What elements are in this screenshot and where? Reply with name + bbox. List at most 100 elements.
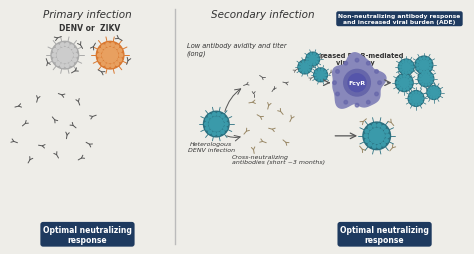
Circle shape	[403, 89, 405, 91]
Text: Primary infection: Primary infection	[43, 10, 132, 20]
Circle shape	[426, 59, 428, 61]
Circle shape	[300, 70, 301, 72]
Circle shape	[344, 101, 347, 105]
Circle shape	[429, 68, 431, 70]
Circle shape	[417, 68, 419, 70]
Circle shape	[364, 135, 368, 138]
Circle shape	[111, 65, 114, 68]
Circle shape	[318, 80, 320, 82]
Circle shape	[344, 70, 370, 97]
Circle shape	[299, 67, 301, 69]
Circle shape	[118, 50, 122, 53]
Circle shape	[410, 70, 412, 72]
Circle shape	[313, 64, 315, 66]
Circle shape	[300, 64, 301, 66]
Circle shape	[409, 79, 411, 81]
Text: Secondary infection: Secondary infection	[210, 10, 314, 20]
Circle shape	[217, 133, 220, 136]
Circle shape	[315, 78, 317, 80]
Circle shape	[400, 70, 402, 72]
Circle shape	[418, 72, 434, 87]
Circle shape	[333, 82, 336, 85]
Circle shape	[115, 62, 118, 66]
Circle shape	[395, 75, 413, 92]
Circle shape	[415, 57, 433, 75]
Circle shape	[221, 131, 224, 134]
Circle shape	[209, 118, 223, 132]
Circle shape	[412, 93, 414, 95]
Circle shape	[430, 82, 432, 84]
Circle shape	[363, 123, 391, 150]
Circle shape	[430, 75, 432, 77]
Circle shape	[425, 72, 427, 74]
Circle shape	[369, 129, 384, 144]
Circle shape	[433, 98, 435, 99]
Circle shape	[307, 59, 308, 61]
Circle shape	[224, 127, 227, 131]
Circle shape	[314, 69, 328, 82]
Circle shape	[61, 65, 64, 68]
Circle shape	[397, 86, 400, 88]
Circle shape	[430, 97, 432, 99]
Circle shape	[54, 50, 57, 53]
Circle shape	[410, 82, 412, 85]
Circle shape	[417, 61, 419, 64]
Circle shape	[438, 92, 440, 94]
Circle shape	[325, 75, 327, 76]
Circle shape	[336, 70, 339, 74]
Circle shape	[99, 50, 102, 53]
Circle shape	[419, 75, 422, 77]
Circle shape	[324, 71, 326, 73]
Text: Low antibody avidity and titer
(long): Low antibody avidity and titer (long)	[187, 43, 286, 57]
Circle shape	[212, 133, 216, 136]
Circle shape	[308, 70, 310, 72]
Circle shape	[427, 86, 441, 100]
Circle shape	[423, 71, 425, 74]
Circle shape	[99, 59, 102, 62]
Text: Heterologous
DENV infection: Heterologous DENV infection	[188, 141, 235, 152]
Circle shape	[428, 95, 430, 97]
Circle shape	[405, 60, 407, 62]
Circle shape	[70, 62, 73, 66]
Circle shape	[65, 44, 69, 47]
Circle shape	[321, 70, 323, 71]
Circle shape	[61, 44, 64, 47]
Circle shape	[428, 92, 429, 94]
Circle shape	[310, 64, 312, 66]
Circle shape	[430, 88, 432, 89]
Circle shape	[428, 90, 430, 91]
Circle shape	[317, 59, 319, 61]
Circle shape	[409, 86, 411, 88]
Circle shape	[419, 59, 422, 61]
Circle shape	[310, 54, 312, 56]
Circle shape	[398, 60, 414, 75]
Circle shape	[365, 139, 369, 143]
Circle shape	[412, 95, 420, 103]
Circle shape	[51, 42, 79, 70]
Circle shape	[310, 67, 311, 69]
Circle shape	[203, 112, 229, 137]
Circle shape	[405, 73, 407, 75]
Circle shape	[418, 93, 420, 95]
Circle shape	[101, 46, 105, 49]
Circle shape	[436, 97, 438, 99]
Circle shape	[70, 46, 73, 49]
Text: FcγR: FcγR	[348, 81, 365, 86]
Circle shape	[301, 64, 309, 71]
Circle shape	[384, 139, 388, 143]
Circle shape	[56, 46, 60, 49]
Circle shape	[366, 101, 370, 105]
Circle shape	[436, 88, 438, 89]
Circle shape	[54, 59, 57, 62]
Circle shape	[106, 65, 109, 68]
Circle shape	[425, 85, 427, 87]
Circle shape	[115, 46, 118, 49]
Circle shape	[408, 91, 424, 107]
Circle shape	[373, 145, 376, 149]
Circle shape	[217, 113, 220, 117]
Circle shape	[409, 98, 411, 100]
Circle shape	[368, 126, 372, 130]
Circle shape	[422, 84, 424, 86]
Circle shape	[57, 48, 73, 64]
Circle shape	[410, 95, 412, 97]
